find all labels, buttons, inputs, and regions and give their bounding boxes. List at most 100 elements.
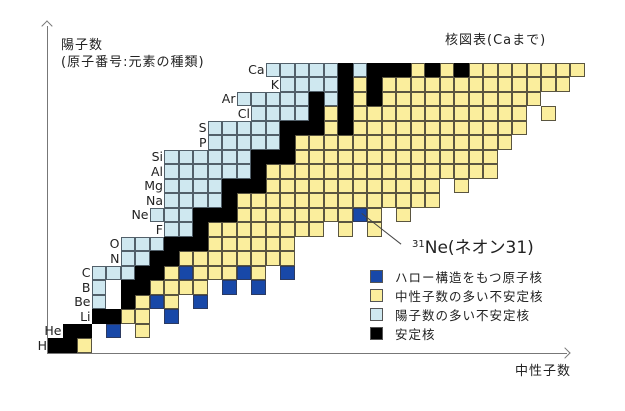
nuclide-cell	[381, 193, 396, 208]
nuclide-cell	[497, 62, 512, 77]
nuclide-cell	[367, 135, 382, 150]
nuclide-cell	[193, 193, 208, 208]
x-axis-label: 中性子数	[515, 364, 572, 379]
element-label: Cl	[237, 105, 250, 121]
y-axis-label: 陽子数 (原子番号:元素の種類)	[61, 37, 205, 71]
nuclide-cell	[294, 106, 309, 121]
nuclide-cell	[280, 164, 295, 179]
nuclide-cell	[323, 120, 338, 135]
nuclide-cell	[555, 62, 570, 77]
nuclide-cell	[425, 120, 440, 135]
nuclide-cell	[193, 265, 208, 280]
nuclide-cell	[251, 236, 266, 251]
nuclide-cell	[338, 120, 353, 135]
element-label: Ne	[131, 207, 149, 222]
nuclide-cell	[120, 280, 135, 295]
nuclide-cell	[120, 265, 135, 280]
nuclide-cell	[439, 164, 454, 179]
nuclide-cell	[149, 280, 164, 295]
annotation-ne31: 31Ne(ネオン31)	[412, 233, 534, 258]
nuclide-cell	[207, 135, 222, 150]
nuclide-cell	[164, 236, 179, 251]
nuclide-cell	[48, 338, 63, 353]
nuclide-cell	[222, 222, 237, 237]
nuclide-cell	[468, 77, 483, 92]
nuclide-cell	[178, 265, 193, 280]
nuclide-cell	[222, 135, 237, 150]
nuclide-cell	[120, 294, 135, 309]
nuclide-cell	[454, 164, 469, 179]
nuclide-cell	[280, 207, 295, 222]
nuclide-cell	[425, 106, 440, 121]
nuclide-cell	[236, 236, 251, 251]
nuclide-cell	[193, 178, 208, 193]
nuclide-cell	[135, 236, 150, 251]
element-label: O	[109, 236, 120, 251]
nuclide-cell	[178, 149, 193, 164]
nuclide-cell	[541, 62, 556, 77]
nuclide-cell	[265, 91, 280, 106]
nuclide-cell	[497, 135, 512, 150]
nuclide-cell	[280, 91, 295, 106]
element-label: K	[270, 76, 279, 92]
nuclide-cell	[251, 265, 266, 280]
nuclide-cell	[164, 309, 179, 324]
nuclide-cell	[454, 120, 469, 135]
legend-label: 安定核	[395, 327, 436, 342]
nuclide-cell	[265, 106, 280, 121]
nuclide-cell	[541, 106, 556, 121]
nuclide-cell	[396, 77, 411, 92]
legend-label: 中性子数の多い不安定核	[395, 289, 544, 304]
annotation-text: Ne(ネオン31)	[424, 238, 534, 258]
nuclide-cell	[352, 207, 367, 222]
nuclide-cell	[149, 236, 164, 251]
nuclide-cell	[280, 77, 295, 92]
nuclide-cell	[149, 294, 164, 309]
nuclide-cell	[178, 280, 193, 295]
nuclide-cell	[425, 193, 440, 208]
legend-swatch-neutron-rich	[370, 289, 383, 302]
nuclide-cell	[178, 164, 193, 179]
nuclide-cell	[251, 91, 266, 106]
nuclide-cell	[338, 77, 353, 92]
nuclide-cell	[222, 207, 237, 222]
nuclide-cell	[425, 91, 440, 106]
nuclide-cell	[338, 178, 353, 193]
nuclide-cell	[497, 120, 512, 135]
nuclide-cell	[439, 149, 454, 164]
x-axis	[47, 353, 567, 354]
nuclide-cell	[396, 149, 411, 164]
nuclide-cell	[410, 106, 425, 121]
legend-item-halo: ハロー構造をもつ原子核	[370, 267, 544, 286]
nuclide-cell	[454, 62, 469, 77]
nuclide-cell	[164, 207, 179, 222]
nuclide-cell	[410, 164, 425, 179]
nuclide-cell	[381, 106, 396, 121]
legend-label: 陽子数の多い不安定核	[395, 308, 531, 323]
element-label: Ca	[248, 62, 265, 77]
nuclide-cell	[497, 77, 512, 92]
nuclide-cell	[265, 207, 280, 222]
nuclide-cell	[396, 178, 411, 193]
nuclide-cell	[222, 265, 237, 280]
nuclide-cell	[251, 135, 266, 150]
element-label: C	[81, 265, 91, 280]
nuclide-cell	[294, 222, 309, 237]
nuclide-cell	[251, 120, 266, 135]
nuclide-cell	[62, 338, 77, 353]
nuclide-cell	[280, 135, 295, 150]
nuclide-cell	[483, 77, 498, 92]
nuclide-cell	[236, 91, 251, 106]
nuclide-cell	[193, 280, 208, 295]
legend: ハロー構造をもつ原子核 中性子数の多い不安定核 陽子数の多い不安定核 安定核	[370, 267, 544, 343]
nuclide-cell	[439, 120, 454, 135]
nuclide-cell	[164, 280, 179, 295]
nuclide-cell	[381, 77, 396, 92]
y-axis-label-main: 陽子数	[61, 38, 104, 53]
nuclide-cell	[425, 178, 440, 193]
nuclide-cell	[396, 207, 411, 222]
nuclide-cell	[309, 106, 324, 121]
annotation-mass-number: 31	[412, 239, 425, 250]
nuclide-cell	[164, 294, 179, 309]
